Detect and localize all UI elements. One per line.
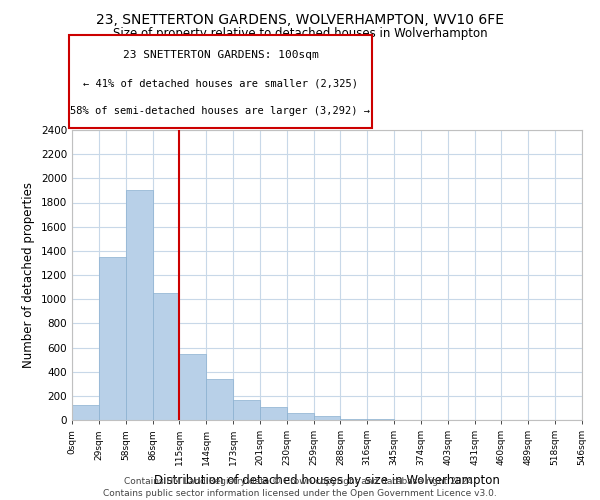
Bar (233, 400, 260, 420)
Text: 23 SNETTERTON GARDENS: 100sqm: 23 SNETTERTON GARDENS: 100sqm (122, 50, 319, 60)
Text: 23, SNETTERTON GARDENS, WOLVERHAMPTON, WV10 6FE: 23, SNETTERTON GARDENS, WOLVERHAMPTON, W… (96, 12, 504, 26)
Text: Contains HM Land Registry data © Crown copyright and database right 2024.: Contains HM Land Registry data © Crown c… (124, 476, 476, 486)
Text: Size of property relative to detached houses in Wolverhampton: Size of property relative to detached ho… (113, 28, 487, 40)
Bar (99, 257, 125, 420)
Bar (314, 416, 340, 420)
Bar (260, 406, 287, 420)
Bar (287, 413, 314, 420)
Bar (125, 190, 152, 420)
Text: Contains public sector information licensed under the Open Government Licence v3: Contains public sector information licen… (103, 490, 497, 498)
Text: 58% of semi-detached houses are larger (3,292) →: 58% of semi-detached houses are larger (… (71, 106, 371, 116)
Text: ← 41% of detached houses are smaller (2,325): ← 41% of detached houses are smaller (2,… (83, 78, 358, 88)
Bar (206, 379, 233, 420)
Bar (72, 405, 99, 420)
Bar (340, 419, 367, 420)
Bar (152, 293, 179, 420)
X-axis label: Distribution of detached houses by size in Wolverhampton: Distribution of detached houses by size … (154, 474, 500, 486)
Bar (179, 354, 206, 420)
Y-axis label: Number of detached properties: Number of detached properties (22, 182, 35, 368)
